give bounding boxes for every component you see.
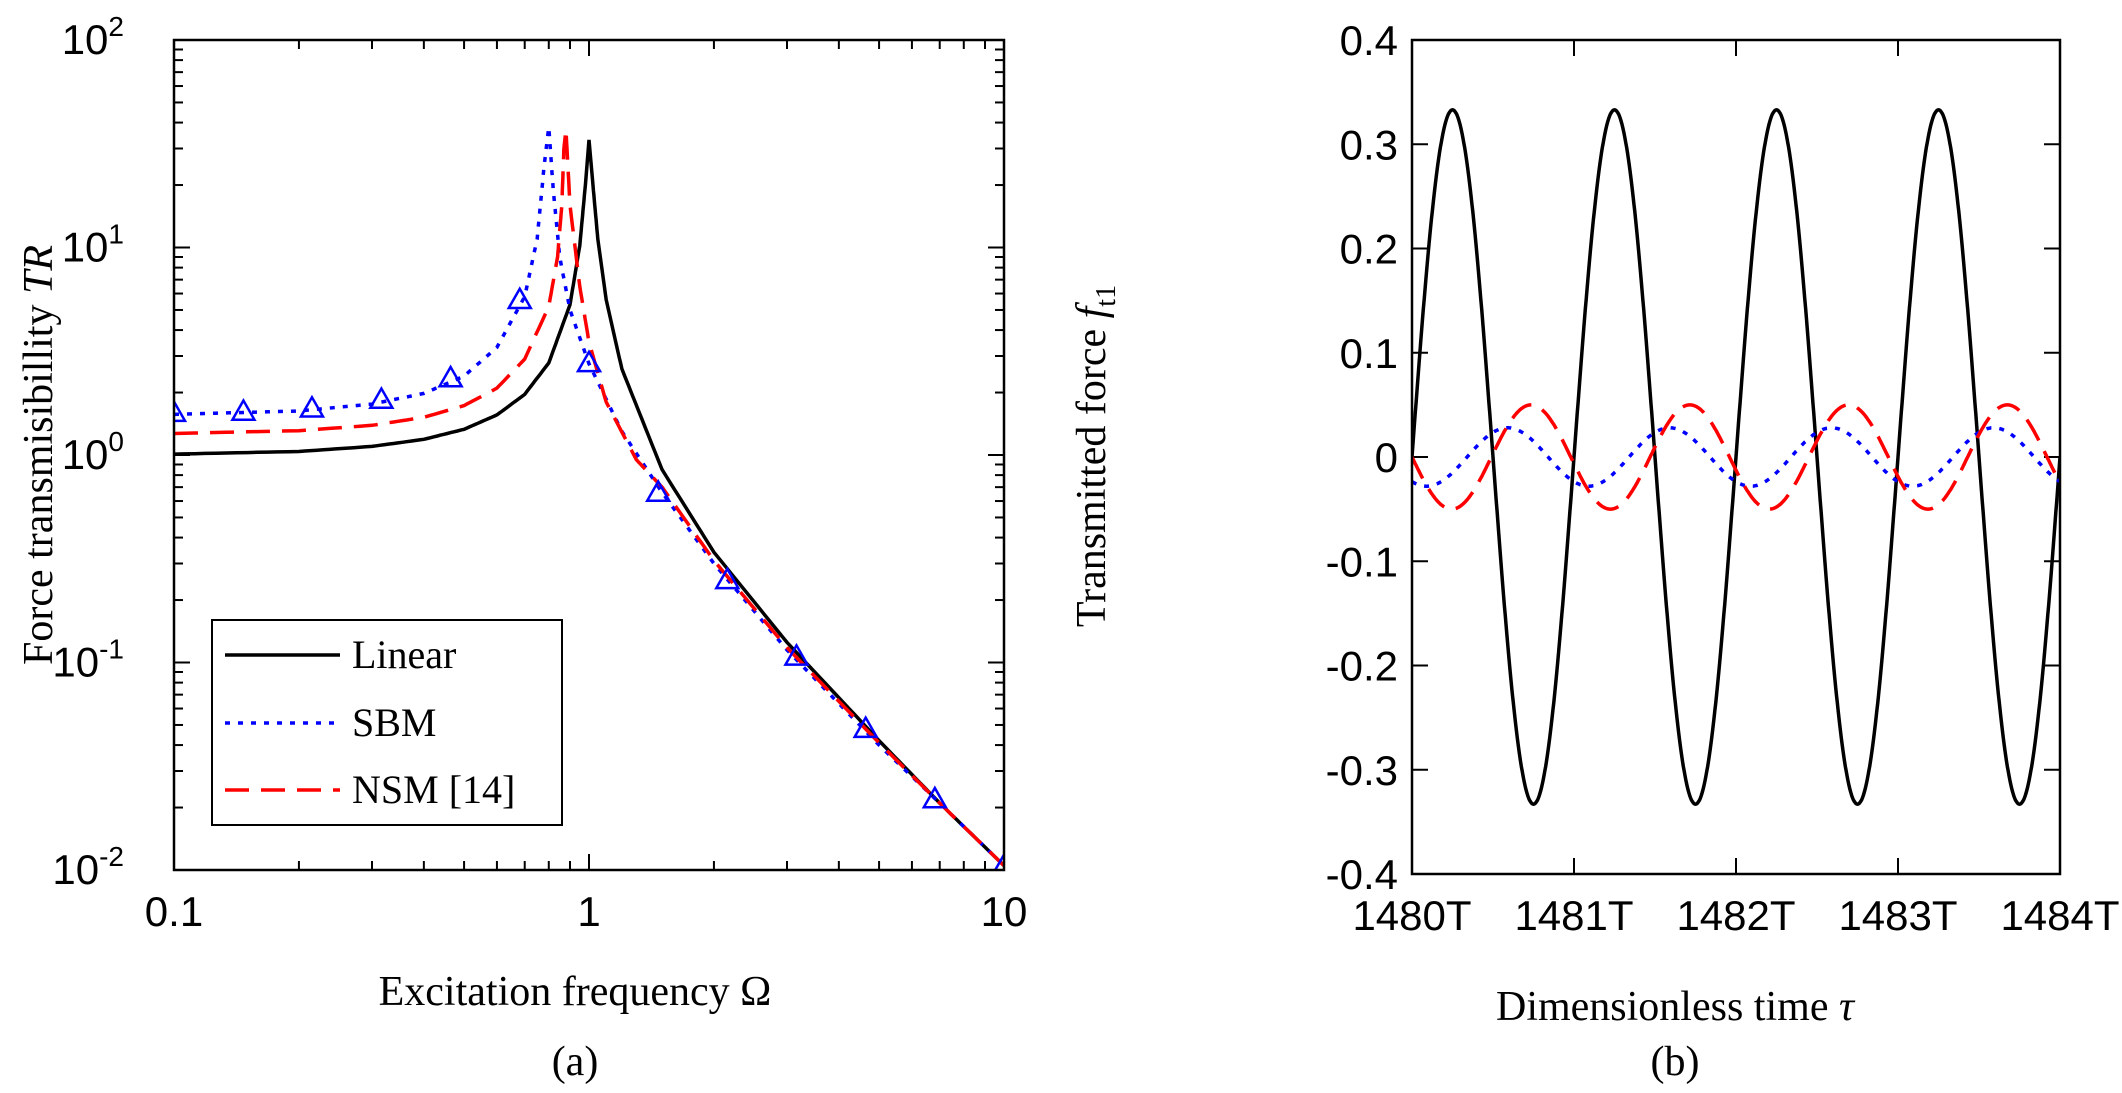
chart-b-x-tick-label: 1483T	[1838, 892, 1957, 939]
legend-label-sbm: SBM	[352, 700, 437, 745]
chart-a-series-group	[174, 126, 1004, 870]
chart-b-y-axis-label-main: Transmitted force	[1069, 318, 1115, 627]
chart-a-panel-label: (a)	[552, 1039, 599, 1085]
chart-b-panel-label: (b)	[1651, 1039, 1700, 1085]
chart-b-y-tick-label: 0.4	[1340, 17, 1398, 64]
chart-a-y-tick-label: 101	[62, 219, 124, 271]
chart-b-tick-labels: 1480T 1481T 1482T 1483T 1484T 0.4 0.3 0.2 0.1 0 -0…	[1326, 17, 2120, 939]
chart-a-sbm-marker	[783, 642, 810, 666]
chart-a-sbm-marker	[437, 364, 464, 388]
chart-a-plot-frame	[172, 38, 1006, 872]
chart-a-sbm-marker	[575, 349, 603, 373]
chart-a-sbm-marker	[506, 286, 533, 310]
chart-b-y-tick-label: 0.1	[1340, 330, 1398, 377]
chart-b-y-tick-label: 0.2	[1340, 226, 1398, 273]
chart-a: 0.1 1 10 10-2 10-1 100 101 102 Excitation frequ…	[16, 11, 1027, 1085]
chart-b-series-nsm-14	[1412, 403, 2060, 511]
chart-a-x-tick-label: 0.1	[145, 888, 203, 935]
chart-a-y-axis-label-main: Force transmisibillity	[16, 294, 62, 665]
chart-b-plot-frame	[1410, 38, 2062, 876]
chart-a-sbm-marker	[714, 566, 741, 590]
chart-b-series-linear	[1412, 107, 2060, 807]
chart-a-sbm-marker	[921, 785, 948, 809]
chart-a-tick-labels: 0.1 1 10 10-2 10-1 100 101 102	[52, 11, 1027, 935]
legend-label-linear: Linear	[352, 632, 456, 677]
chart-b: 1480T 1481T 1482T 1483T 1484T 0.4 0.3 0.2 0.1 0 -0…	[1069, 17, 2120, 1085]
chart-b-y-tick-label: -0.2	[1326, 643, 1398, 690]
chart-a-sbm-marker	[368, 386, 395, 410]
chart-b-series-sbm	[1412, 426, 2060, 488]
chart-a-series-linear	[174, 139, 1004, 867]
chart-a-x-tick-label: 1	[577, 888, 600, 935]
chart-b-series-group	[1412, 107, 2060, 807]
chart-a-y-tick-label: 102	[62, 11, 124, 63]
chart-b-x-tick-label: 1480T	[1352, 892, 1471, 939]
chart-a-sbm-marker	[993, 852, 1004, 870]
chart-a-sbm-marker	[852, 715, 879, 739]
chart-b-y-tick-label: -0.3	[1326, 747, 1398, 794]
chart-b-x-tick-label: 1484T	[2000, 892, 2119, 939]
chart-a-y-tick-label: 10-1	[52, 634, 124, 686]
chart-b-y-axis-label: Transmitted force ft1	[1069, 285, 1122, 627]
chart-b-x-axis-label-main: Dimensionless time	[1496, 984, 1839, 1030]
chart-a-y-tick-label: 10-2	[52, 841, 124, 893]
legend-label-nsm: NSM [14]	[352, 767, 515, 812]
chart-b-y-tick-label: 0.3	[1340, 121, 1398, 168]
chart-b-x-tick-label: 1481T	[1514, 892, 1633, 939]
chart-a-x-axis-label: Excitation frequency Ω	[379, 969, 772, 1015]
chart-b-x-axis-label: Dimensionless time τ	[1496, 984, 1856, 1030]
chart-a-legend: Linear SBM NSM [14]	[211, 619, 563, 826]
chart-b-y-axis-label-subscript: t1	[1091, 285, 1122, 307]
chart-a-sbm-marker	[298, 394, 326, 418]
chart-a-sbm-marker	[230, 398, 257, 422]
chart-a-y-tick-label: 100	[62, 426, 124, 478]
chart-a-y-axis-label-symbol: TR	[16, 245, 62, 294]
chart-b-y-tick-label: -0.1	[1326, 538, 1398, 585]
chart-a-y-axis-label: Force transmisibillity TR	[16, 245, 62, 665]
chart-a-sbm-marker	[174, 399, 188, 423]
chart-b-y-tick-label: 0	[1375, 434, 1398, 481]
chart-a-sbm-marker	[645, 478, 672, 502]
chart-b-y-tick-label: -0.4	[1326, 851, 1398, 898]
chart-b-x-axis-label-symbol: τ	[1839, 984, 1856, 1030]
chart-a-x-tick-label: 10	[981, 888, 1028, 935]
chart-b-x-tick-label: 1482T	[1676, 892, 1795, 939]
